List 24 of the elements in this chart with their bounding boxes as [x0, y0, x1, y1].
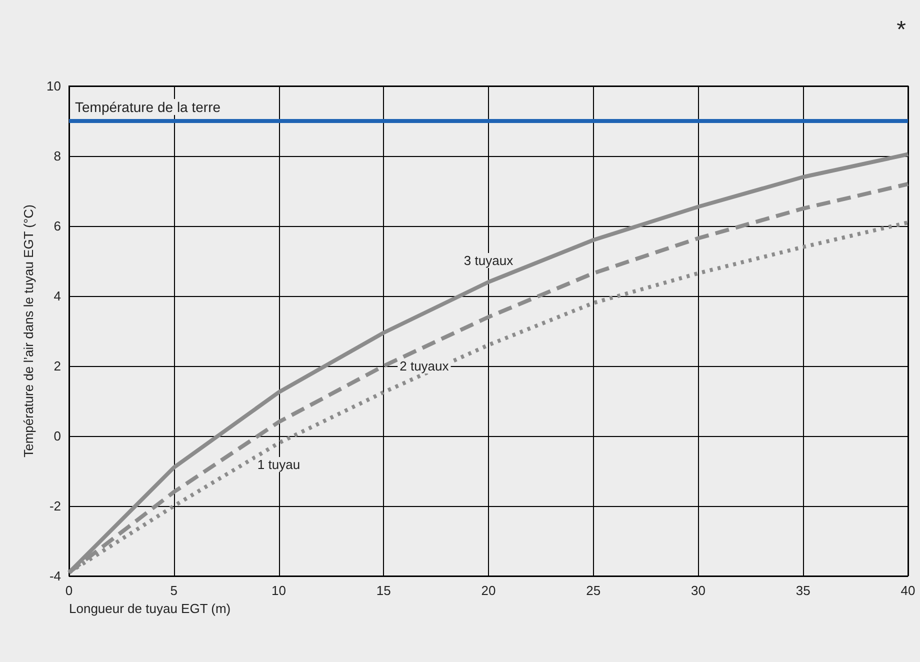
x-tick-label: 10 [272, 583, 286, 598]
y-tick-label: 10 [46, 78, 61, 94]
y-tick-label: -2 [49, 498, 61, 514]
x-tick-label: 30 [691, 583, 706, 598]
y-tick-label: 2 [54, 358, 61, 374]
series-label: 1 tuyau [257, 457, 300, 472]
y-tick-label: -4 [49, 568, 61, 584]
x-tick-label: 0 [65, 583, 73, 598]
x-tick-label: 35 [796, 583, 810, 598]
x-tick-label: 15 [376, 583, 391, 598]
x-tick-label: 40 [900, 583, 916, 598]
series-label: 3 tuyaux [464, 253, 514, 268]
y-tick-label: 4 [54, 288, 61, 304]
series-label: 2 tuyaux [400, 358, 450, 374]
y-axis-title: Température de l’air dans le tuyau EGT (°C) [21, 204, 36, 458]
x-tick-label: 25 [586, 583, 601, 598]
y-tick-label: 8 [54, 148, 61, 164]
x-tick-label: 20 [481, 583, 496, 598]
ref-line-label: Température de la terre [75, 99, 221, 115]
y-tick-label: 6 [54, 218, 61, 234]
x-tick-label: 5 [170, 583, 178, 598]
x-axis-title: Longueur de tuyau EGT (m) [69, 601, 231, 616]
text: * [896, 16, 906, 44]
y-tick-label: 0 [54, 428, 61, 444]
